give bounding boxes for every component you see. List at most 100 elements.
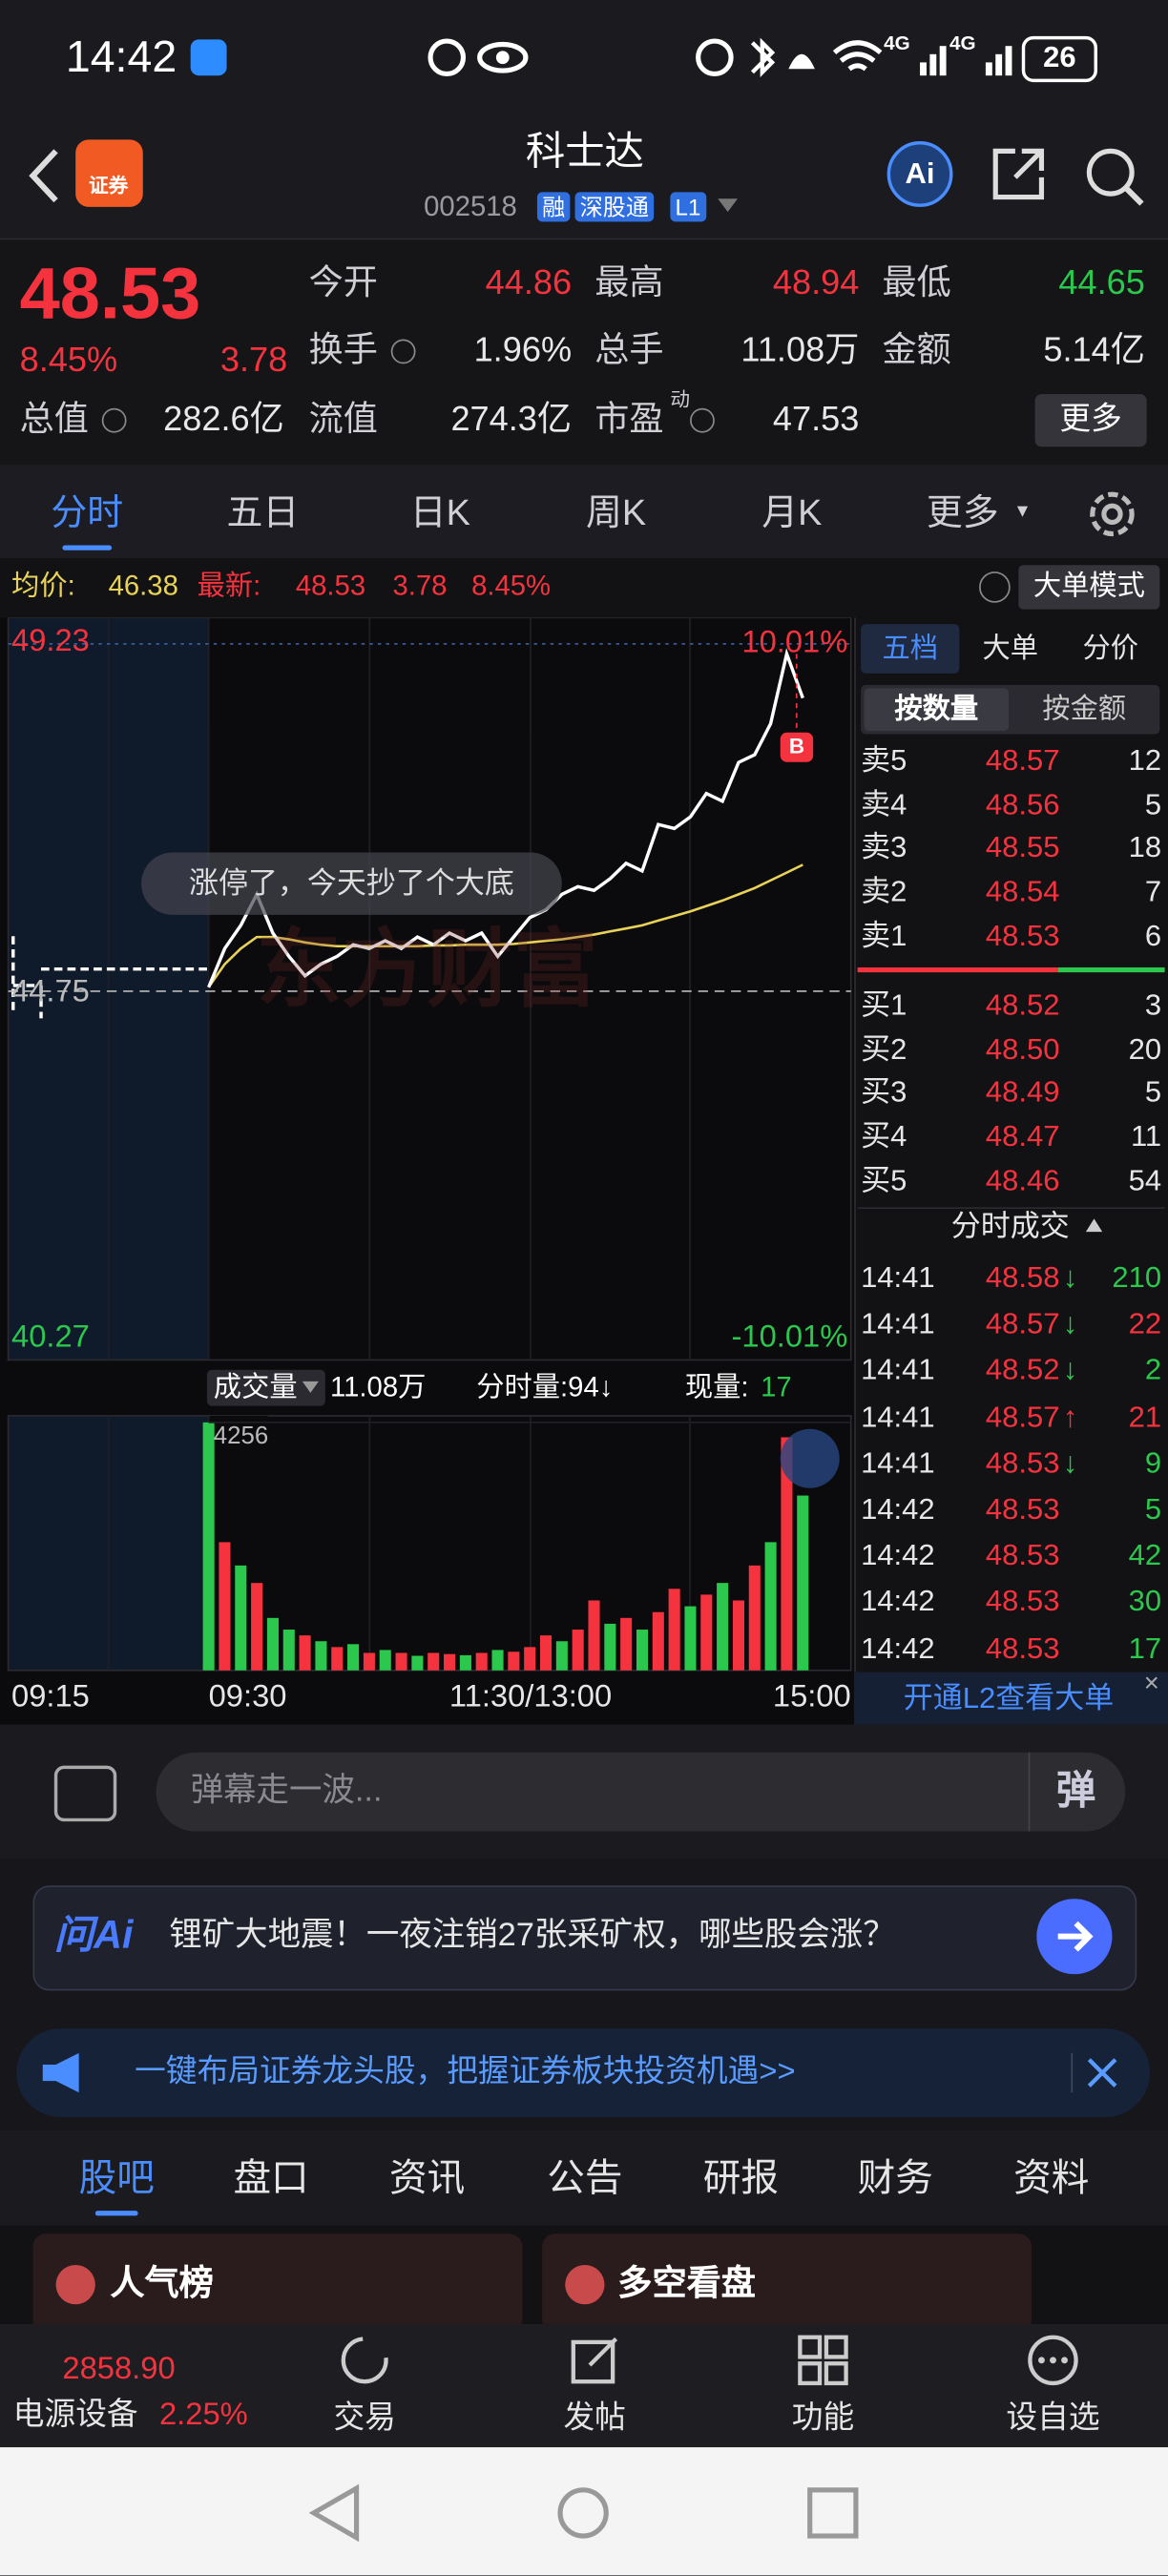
volume-bar xyxy=(604,1623,616,1671)
divider xyxy=(857,1207,1165,1210)
close-icon[interactable]: × xyxy=(1143,1670,1159,1698)
tab[interactable]: 日K xyxy=(409,491,470,533)
intraday-chart: 49.23 44.75 40.27 10.01% -10.01% 09:15 09:30 11… xyxy=(0,617,855,1725)
nav-icon[interactable] xyxy=(567,2333,623,2389)
nav-item[interactable]: 设自选 xyxy=(1006,2400,1100,2437)
system-nav xyxy=(0,2447,1168,2576)
trades-title: 分时成交 xyxy=(950,1210,1070,1243)
divider xyxy=(1071,2052,1074,2093)
tab[interactable]: 分时 xyxy=(51,491,124,533)
volume-bar xyxy=(363,1652,375,1671)
index-value[interactable]: 2858.90 xyxy=(62,2352,176,2387)
nav-icon[interactable] xyxy=(1025,2333,1081,2389)
indicator-select[interactable] xyxy=(206,1369,325,1406)
field-label: 最低 xyxy=(882,264,951,302)
watermark: 东方财富 xyxy=(256,923,598,1019)
book-label: 卖3 xyxy=(861,831,907,864)
volume-bar xyxy=(668,1589,680,1671)
banner-close[interactable] xyxy=(1086,2056,1118,2088)
volume-bar xyxy=(235,1565,247,1671)
l2-bar[interactable] xyxy=(854,1672,1168,1725)
ai-question[interactable]: 锂矿大地震！一夜注销27张采矿权，哪些股会涨？ xyxy=(169,1917,896,1954)
dropdown-icon xyxy=(302,1381,319,1393)
expand-button[interactable] xyxy=(780,1428,840,1488)
search-button[interactable] xyxy=(1081,144,1147,210)
section-tab[interactable]: 股吧 xyxy=(78,2155,155,2199)
panel-tab-active xyxy=(861,624,960,674)
nav-item[interactable]: 发帖 xyxy=(563,2400,626,2437)
field-value: 274.3亿 xyxy=(450,400,573,439)
back-button[interactable] xyxy=(20,144,70,206)
danmu-input[interactable] xyxy=(156,1752,1126,1832)
book-price: 48.53 xyxy=(985,919,1060,952)
panel-tab[interactable]: 五档 xyxy=(882,633,938,664)
nav-icon[interactable] xyxy=(337,2333,393,2389)
volume-bar xyxy=(748,1565,761,1671)
subtab[interactable]: 按金额 xyxy=(1042,693,1127,725)
more-button[interactable] xyxy=(1034,394,1147,447)
volume-bar xyxy=(475,1652,488,1671)
l2-text[interactable]: 开通L2查看大单 xyxy=(903,1681,1115,1714)
mode-button[interactable] xyxy=(1018,565,1160,610)
system-buttons[interactable] xyxy=(303,2483,862,2543)
tab[interactable]: 周K xyxy=(585,491,647,533)
ai-bar[interactable] xyxy=(32,1885,1137,1991)
tab[interactable]: 五日 xyxy=(226,491,300,533)
tab[interactable]: 更多 xyxy=(926,491,999,533)
subtab[interactable]: 按数量 xyxy=(894,693,979,725)
nav-item[interactable]: 功能 xyxy=(791,2400,855,2437)
change-pct-value: 8.45% xyxy=(471,570,552,602)
share-button[interactable] xyxy=(989,144,1048,203)
book-label: 卖5 xyxy=(861,743,907,777)
card[interactable] xyxy=(542,2233,1032,2333)
danmu-placeholder[interactable]: 弹幕走一波... xyxy=(190,1773,383,1810)
panel-tab[interactable]: 分价 xyxy=(1082,633,1139,664)
card[interactable] xyxy=(32,2233,523,2333)
card-title[interactable]: 人气榜 xyxy=(110,2264,214,2303)
panel-tab[interactable]: 大单 xyxy=(982,633,1039,664)
ai-button[interactable] xyxy=(886,141,953,207)
trade-direction: ↓ xyxy=(1062,1307,1078,1340)
volume-title[interactable]: 成交量 xyxy=(213,1371,298,1403)
book-price: 48.52 xyxy=(985,987,1060,1022)
banner[interactable] xyxy=(16,2028,1151,2118)
card-title[interactable]: 多空看盘 xyxy=(617,2264,756,2303)
volume-bar xyxy=(202,1422,215,1671)
book-volume: 3 xyxy=(1144,987,1162,1022)
ai-send[interactable] xyxy=(1036,1899,1113,1975)
subtab-active xyxy=(864,688,1010,732)
trade-price: 48.53 xyxy=(985,1445,1060,1480)
status-icons-right xyxy=(696,37,1012,77)
trade-volume: 42 xyxy=(1128,1538,1162,1572)
danmu-bubble xyxy=(141,852,562,915)
trade-price: 48.53 xyxy=(985,1631,1060,1665)
section-tab[interactable]: 公告 xyxy=(547,2155,623,2199)
collapse-icon[interactable] xyxy=(1084,1217,1104,1234)
help-icon[interactable] xyxy=(979,571,1011,603)
index-pct[interactable]: 2.25% xyxy=(158,2398,248,2433)
tab[interactable]: 月K xyxy=(761,491,823,533)
section-tab[interactable]: 盘口 xyxy=(233,2155,309,2199)
trade-time: 14:41 xyxy=(861,1307,935,1340)
banner-text[interactable]: 一键布局证券龙头股，把握证券板块投资机遇>> xyxy=(135,2054,796,2089)
section-tab[interactable]: 资讯 xyxy=(389,2155,466,2199)
field-value: 48.94 xyxy=(772,264,860,302)
nav-icon[interactable] xyxy=(795,2333,851,2389)
danmu-send[interactable]: 弹 xyxy=(1055,1769,1096,1814)
last-price: 48.53 xyxy=(19,254,201,335)
book-label: 买5 xyxy=(861,1163,907,1197)
danmu-toggle[interactable] xyxy=(53,1765,117,1822)
tab-dropdown: ▼ xyxy=(1013,502,1032,522)
settings-button[interactable] xyxy=(1084,487,1140,543)
section-tab[interactable]: 财务 xyxy=(857,2155,933,2199)
trade-time: 14:41 xyxy=(861,1445,935,1480)
section-tab[interactable]: 研报 xyxy=(702,2155,780,2199)
danmu-text: 涨停了，今天抄了个大底 xyxy=(188,866,514,900)
current-volume-label: 现量: xyxy=(684,1371,749,1403)
index-name[interactable]: 电源设备 xyxy=(12,2398,138,2433)
trade-direction: ↓ xyxy=(1062,1445,1078,1480)
nav-item[interactable]: 交易 xyxy=(333,2400,396,2437)
net-label: 4G xyxy=(949,31,976,54)
section-tab[interactable]: 资料 xyxy=(1013,2155,1090,2199)
